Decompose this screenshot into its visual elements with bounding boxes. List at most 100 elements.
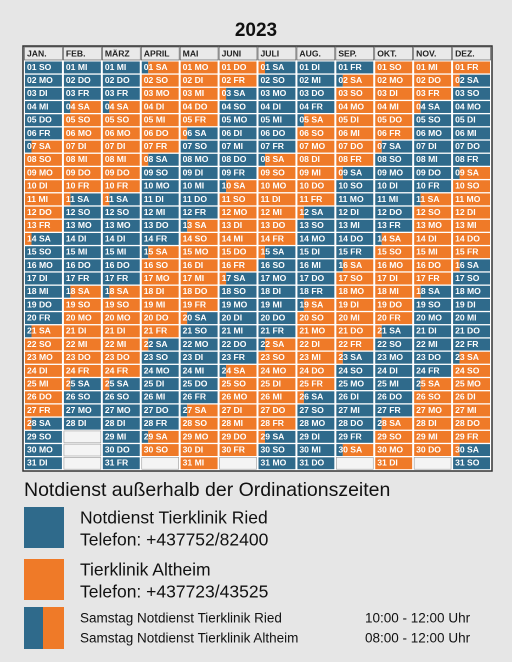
day-cell bbox=[336, 272, 374, 285]
empty-cell bbox=[63, 457, 102, 470]
day-label: 03 FR bbox=[105, 88, 129, 98]
day-cell bbox=[219, 259, 257, 272]
day-label: 27 FR bbox=[27, 405, 51, 415]
month-name: APRIL bbox=[144, 48, 170, 58]
month-header bbox=[140, 46, 180, 61]
day-cell bbox=[25, 444, 62, 457]
day-label: 01 MI bbox=[66, 62, 88, 72]
day-cell bbox=[265, 338, 296, 351]
day-cell bbox=[180, 338, 218, 351]
day-label: 24 SO bbox=[338, 365, 363, 375]
day-cell bbox=[25, 417, 32, 430]
day-label: 06 MO bbox=[416, 128, 442, 138]
day-cell bbox=[336, 378, 374, 391]
day-cell bbox=[180, 364, 218, 377]
day-label: 07 DI bbox=[105, 141, 126, 151]
day-cell bbox=[25, 272, 62, 285]
day-label: 24 FR bbox=[66, 365, 90, 375]
day-label: 04 MI bbox=[27, 101, 49, 111]
day-cell bbox=[25, 404, 62, 417]
day-cell bbox=[63, 285, 71, 298]
day-cell bbox=[258, 127, 296, 140]
day-label: 07 DO bbox=[455, 141, 480, 151]
day-label: 03 SO bbox=[338, 88, 363, 98]
day-cell bbox=[102, 378, 110, 391]
day-cell bbox=[303, 391, 335, 404]
day-cell bbox=[219, 167, 257, 179]
day-cell bbox=[297, 404, 335, 417]
day-cell bbox=[375, 87, 413, 100]
day-label: 12 MI bbox=[261, 207, 283, 217]
day-label: 28 DO bbox=[338, 418, 363, 428]
day-cell bbox=[25, 246, 62, 259]
day-cell bbox=[219, 298, 257, 311]
day-cell bbox=[258, 193, 296, 206]
day-cell bbox=[141, 391, 179, 404]
day-label: 13 DI bbox=[222, 220, 243, 230]
day-cell bbox=[109, 285, 140, 298]
day-label: 08 SA bbox=[261, 154, 285, 164]
day-cell bbox=[420, 378, 452, 391]
day-cell bbox=[336, 74, 343, 87]
day-cell bbox=[25, 430, 62, 443]
day-label: 10 DI bbox=[377, 181, 398, 191]
day-label: 23 SO bbox=[144, 352, 169, 362]
day-label: 12 SO bbox=[105, 207, 130, 217]
day-cell bbox=[180, 114, 218, 127]
day-cell bbox=[381, 325, 413, 338]
day-label: 18 DI bbox=[144, 286, 165, 296]
day-cell bbox=[148, 246, 179, 259]
day-cell bbox=[31, 325, 62, 338]
day-label: 26 FR bbox=[183, 392, 207, 402]
day-cell bbox=[258, 457, 296, 470]
day-cell bbox=[258, 206, 296, 219]
day-cell bbox=[219, 378, 257, 391]
day-label: 24 MO bbox=[144, 365, 170, 375]
month-name: NOV. bbox=[416, 48, 436, 58]
day-cell bbox=[414, 206, 452, 219]
day-label: 05 SO bbox=[416, 115, 441, 125]
day-cell bbox=[258, 338, 265, 351]
day-label: 08 MI bbox=[416, 154, 438, 164]
day-label: 17 MO bbox=[144, 273, 170, 283]
day-cell bbox=[297, 101, 335, 113]
legend-swatch bbox=[24, 559, 64, 600]
day-label: 15 DI bbox=[299, 247, 320, 257]
day-cell bbox=[102, 167, 140, 179]
day-label: 05 DI bbox=[455, 115, 476, 125]
day-label: 29 SO bbox=[27, 431, 52, 441]
day-label: 12 DI bbox=[455, 207, 476, 217]
day-cell bbox=[342, 351, 374, 364]
day-label: 22 MI bbox=[66, 339, 88, 349]
empty-cell bbox=[63, 443, 102, 457]
day-cell bbox=[63, 101, 71, 113]
day-label: 31 DO bbox=[299, 458, 324, 468]
day-cell bbox=[180, 180, 218, 193]
day-cell bbox=[336, 233, 374, 245]
saturday-text: Samstag Notdienst Tierklinik Ried bbox=[80, 611, 282, 626]
day-cell bbox=[102, 298, 140, 311]
day-cell bbox=[25, 61, 62, 74]
day-cell bbox=[258, 312, 296, 325]
day-cell bbox=[453, 233, 490, 245]
day-label: 16 SA bbox=[338, 260, 362, 270]
day-label: 02 FR bbox=[222, 75, 246, 85]
day-label: 12 SA bbox=[299, 207, 323, 217]
day-cell bbox=[141, 61, 149, 74]
day-label: 10 MO bbox=[144, 181, 170, 191]
day-cell bbox=[180, 233, 218, 245]
day-label: 06 MO bbox=[105, 128, 131, 138]
day-cell bbox=[148, 338, 179, 351]
day-cell bbox=[414, 114, 452, 127]
day-cell bbox=[375, 338, 413, 351]
day-label: 08 MI bbox=[66, 154, 88, 164]
empty-cell bbox=[336, 457, 374, 470]
day-label: 14 FR bbox=[144, 233, 168, 243]
day-cell bbox=[453, 61, 490, 74]
day-label: 13 SO bbox=[299, 220, 324, 230]
day-cell bbox=[219, 272, 227, 285]
day-cell bbox=[25, 219, 62, 232]
day-label: 30 DO bbox=[105, 444, 130, 454]
day-label: 11 MO bbox=[338, 194, 364, 204]
day-label: 04 FR bbox=[299, 101, 323, 111]
